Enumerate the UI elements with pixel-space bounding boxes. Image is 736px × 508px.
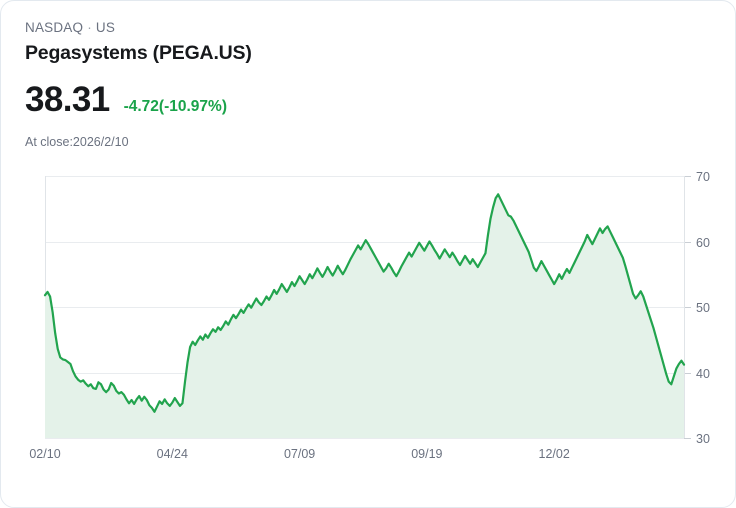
quote-header: NASDAQ · US Pegasystems (PEGA.US) 38.31 -4…	[1, 1, 735, 150]
exchange-region-row: NASDAQ · US	[25, 19, 711, 37]
region-label: US	[95, 20, 116, 35]
price-row: 38.31 -4.72(-10.97%)	[25, 80, 711, 120]
price-line	[43, 193, 686, 413]
exchange-label: NASDAQ	[25, 20, 84, 35]
page-title: Pegasystems (PEGA.US)	[25, 42, 252, 64]
x-axis-label: 02/10	[29, 447, 60, 460]
separator-dot: ·	[87, 20, 92, 35]
y-axis-label: 30	[696, 432, 710, 446]
x-axis-label: 12/02	[539, 447, 570, 460]
current-price: 38.31	[25, 80, 110, 119]
area-fill	[45, 194, 684, 438]
x-axis-label: 09/19	[411, 447, 442, 460]
x-axis-label: 07/09	[284, 447, 315, 460]
price-chart[interactable]: 30 40 50 60 70 02/10 04/24 07/09 09/19 12/02	[1, 160, 736, 460]
y-axis-label: 40	[696, 367, 710, 381]
x-axis-label: 04/24	[157, 447, 188, 460]
y-axis-label: 60	[696, 236, 710, 250]
price-chart-svg[interactable]: 30 40 50 60 70 02/10 04/24 07/09 09/19 12/02	[1, 160, 736, 460]
y-axis-label: 50	[696, 301, 710, 315]
market-status: At close:2026/2/10	[25, 135, 129, 149]
y-axis-label: 70	[696, 170, 710, 184]
price-change: -4.72(-10.97%)	[123, 98, 227, 115]
